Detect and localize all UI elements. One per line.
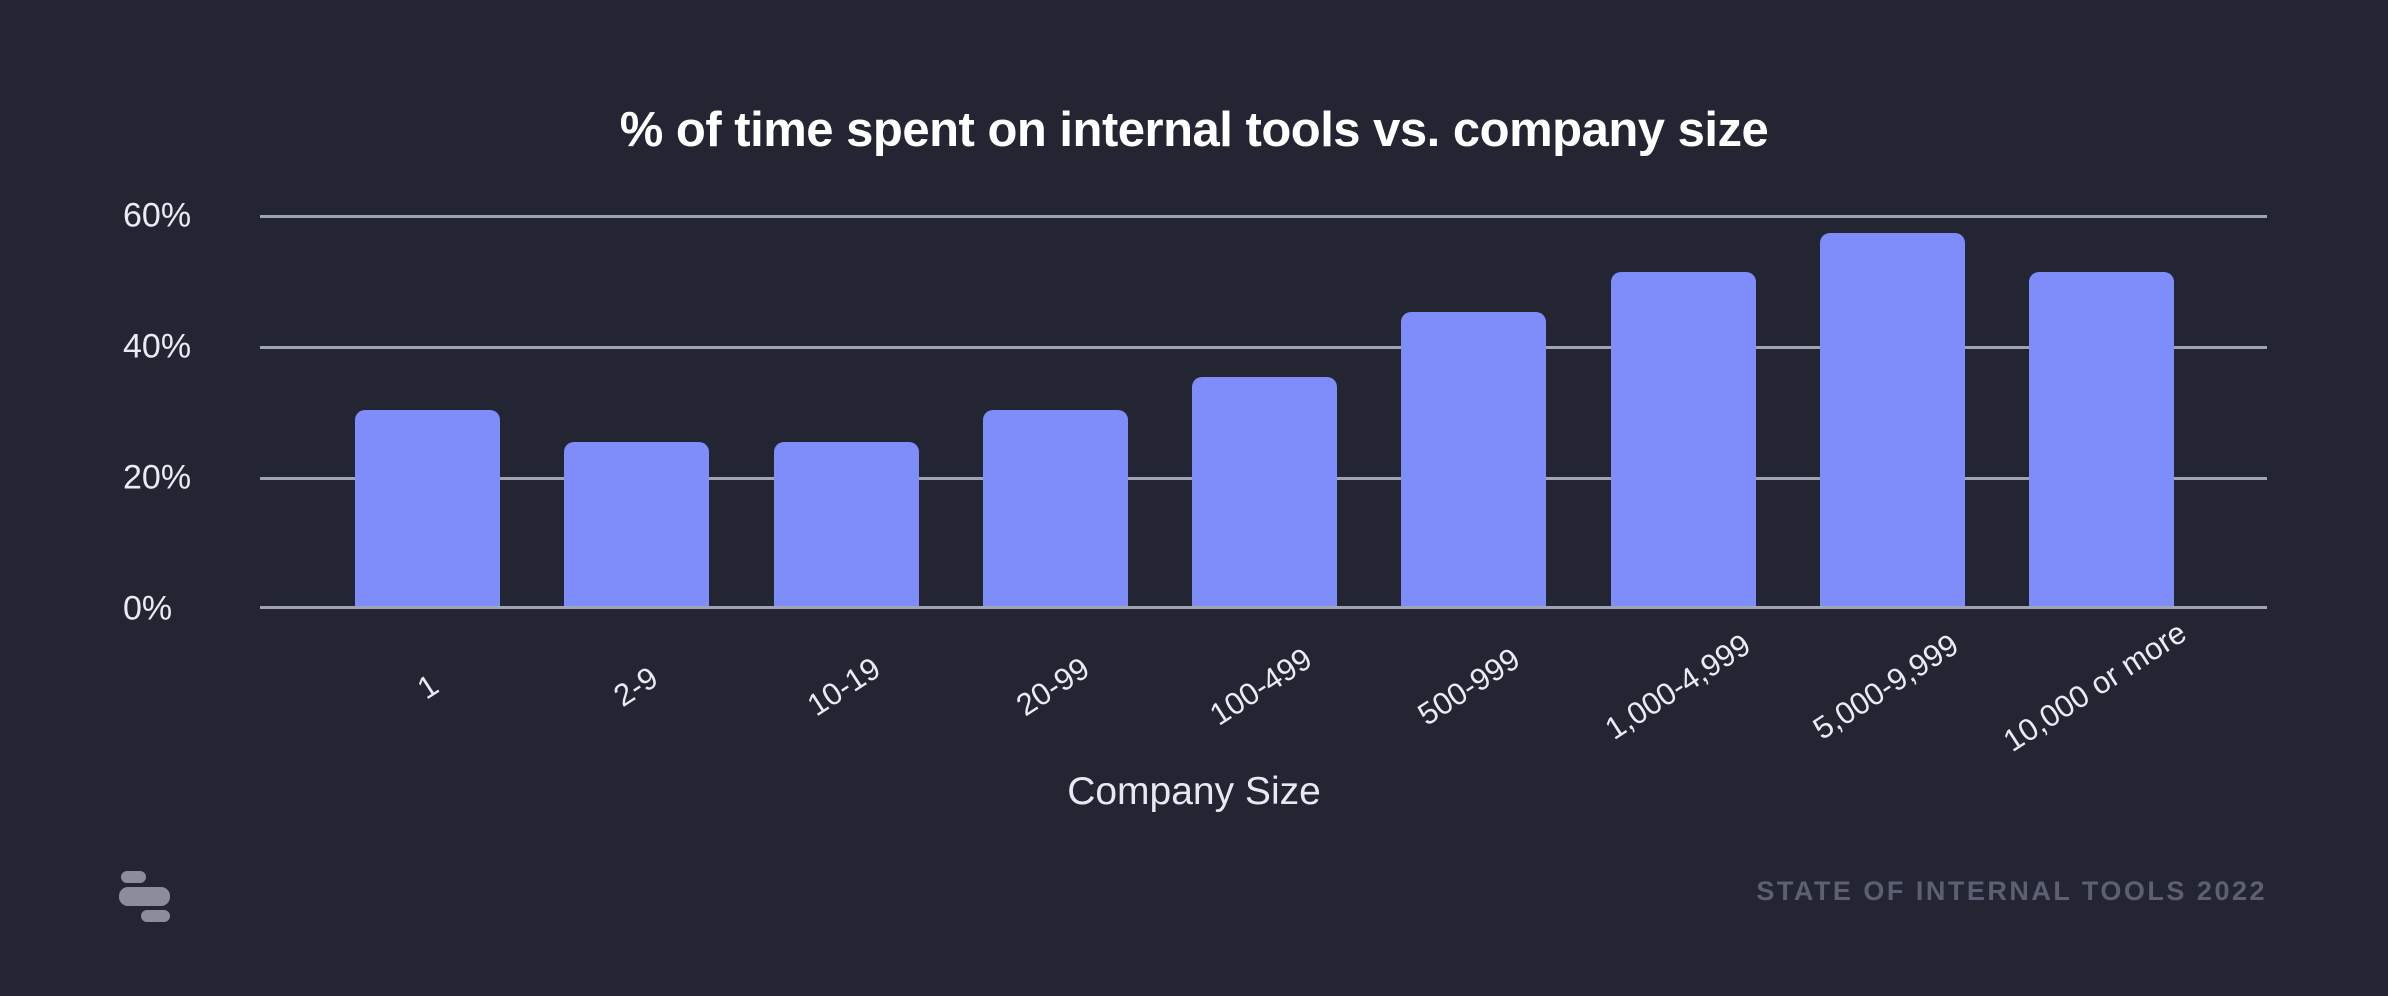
gridline-0%: [260, 606, 2267, 609]
logo-bar-bottom-icon: [141, 910, 170, 922]
x-tick: 10-19: [772, 609, 917, 769]
bar-1: [355, 409, 500, 606]
x-tick: 5,000-9,999: [1807, 609, 1965, 769]
x-tick-label: 100-499: [1203, 640, 1318, 733]
x-tick: 1,000-4,999: [1599, 609, 1757, 769]
x-tick: 10,000 or more: [1997, 609, 2192, 769]
x-tick-label: 10-19: [801, 650, 887, 723]
y-tick-label: 20%: [123, 458, 192, 497]
gridline-40%: [260, 345, 2267, 349]
logo-bar-middle-icon: [119, 887, 170, 906]
x-axis-title: Company Size: [1067, 770, 1321, 813]
x-tick-label: 500-999: [1411, 640, 1527, 733]
plot-area: 0% 20% 40% 60%: [123, 164, 2267, 628]
bar-500-999: [1401, 311, 1547, 606]
x-tick: 2-9: [563, 609, 708, 769]
source-credit: STATE OF INTERNAL TOOLS 2022: [1756, 876, 2267, 906]
x-tick: 1: [355, 609, 500, 769]
y-tick-label: 0%: [123, 589, 173, 628]
bar-1,000-4,999: [1610, 272, 1756, 606]
x-tick-label: 10,000 or more: [1996, 614, 2192, 759]
bar-2-9: [564, 442, 710, 606]
x-tick: 100-499: [1189, 609, 1334, 769]
logo-bar-top-icon: [121, 871, 146, 883]
y-tick-label: 60%: [123, 196, 192, 235]
x-tick-label: 1,000-4,999: [1598, 626, 1757, 747]
y-tick-label: 40%: [123, 327, 192, 366]
bar-10,000 or more: [2029, 272, 2174, 606]
x-axis-tick-labels: 1 2-9 10-19 20-99 100-499 500-999 1,000-4,999 5…: [355, 609, 2192, 769]
bar-10-19: [773, 442, 919, 606]
bar-5,000-9,999: [1819, 233, 1965, 606]
x-tick-label: 1: [410, 667, 444, 706]
chart-title: % of time spent on internal tools vs. co…: [619, 103, 1769, 157]
retool-logo: [119, 869, 171, 923]
bar-100-499: [1192, 376, 1337, 606]
x-tick-label: 5,000-9,999: [1806, 626, 1965, 747]
x-tick: 20-99: [980, 609, 1125, 769]
bars-layer: [355, 164, 2174, 606]
gridline-60%: [260, 214, 2267, 218]
x-tick-label: 2-9: [607, 659, 664, 714]
x-tick-label: 20-99: [1009, 650, 1096, 723]
x-tick: 500-999: [1397, 609, 1542, 769]
bar-20-99: [982, 409, 1128, 606]
